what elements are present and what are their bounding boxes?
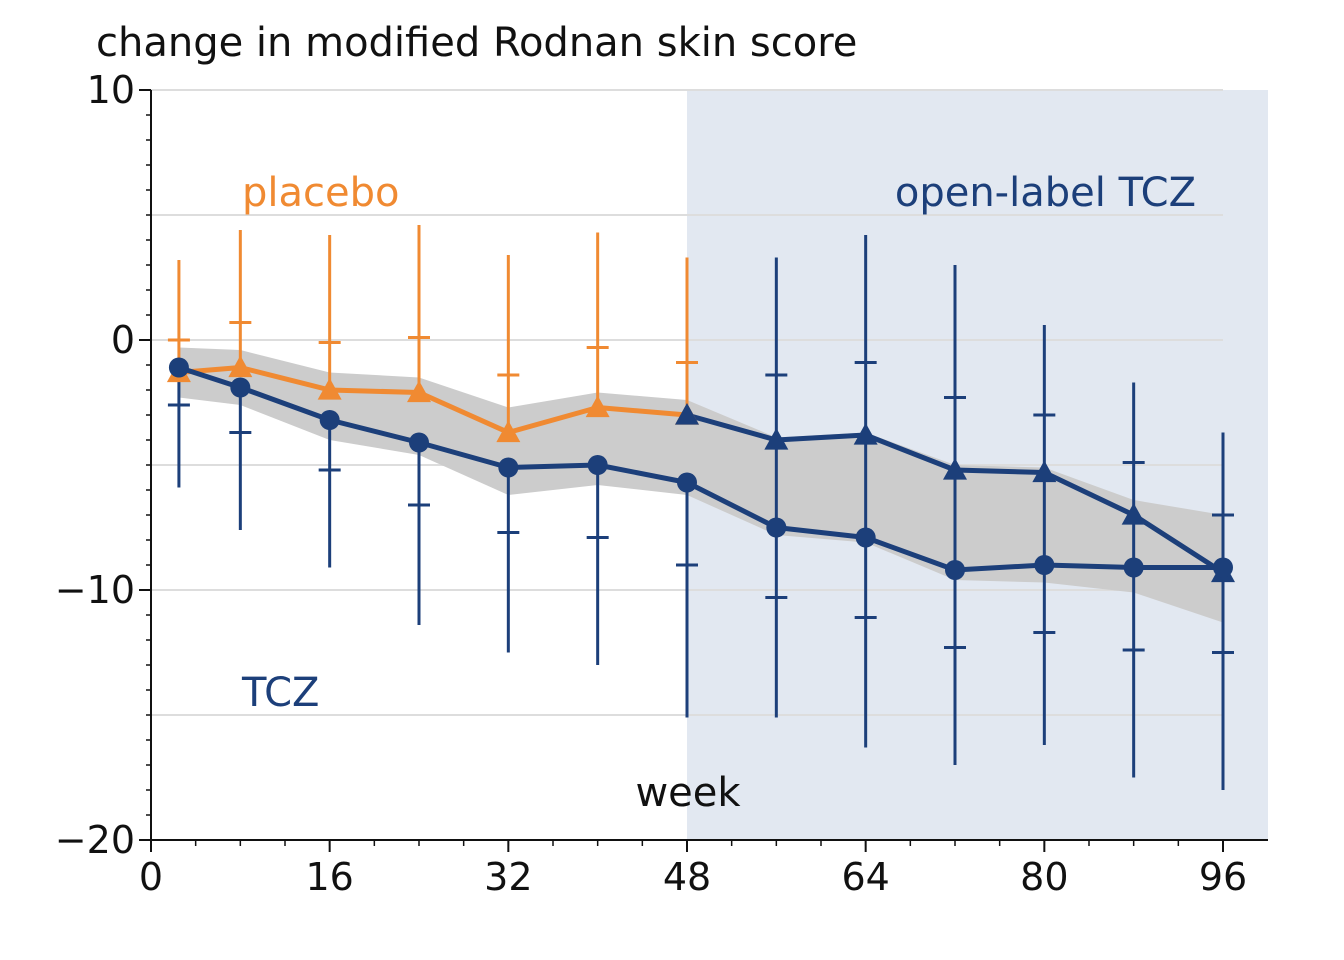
data-point-circle (1213, 557, 1233, 578)
x-tick-label: 80 (1020, 855, 1068, 899)
data-point-triangle (853, 423, 878, 445)
data-point-circle (1123, 557, 1144, 578)
data-point-triangle (675, 403, 699, 425)
series-markers (166, 355, 1235, 583)
data-point-circle (1034, 555, 1055, 575)
x-tick-label: 32 (484, 855, 532, 899)
data-point-circle (319, 410, 340, 430)
band-layer (178, 347, 1224, 623)
data-point-circle (230, 377, 251, 398)
y-tick-label: −10 (55, 568, 135, 612)
data-point-triangle (1032, 460, 1057, 483)
data-point-circle (677, 472, 697, 493)
placebo-label: placebo (242, 170, 399, 216)
data-point-circle (945, 560, 965, 580)
data-point-triangle (228, 355, 253, 378)
data-point-circle (409, 432, 429, 453)
y-tick-label: 10 (87, 68, 135, 112)
data-point-triangle (496, 420, 521, 443)
x-tick-label: 96 (1199, 855, 1247, 899)
y-tick-label: −20 (55, 818, 135, 862)
confidence-band (178, 347, 1224, 623)
tick-labels: 100−10−200 16 32 48 64 80 96 (55, 68, 1247, 899)
x-axis-title: week (635, 770, 741, 816)
data-point-triangle (943, 458, 967, 480)
data-point-triangle (317, 378, 342, 400)
x-tick-label: 16 (305, 855, 353, 899)
data-point-circle (587, 455, 608, 475)
tcz-label: TCZ (241, 670, 319, 716)
y-tick-label: 0 (111, 318, 135, 362)
data-point-triangle (764, 428, 789, 450)
x-tick-label: 0 (139, 855, 163, 899)
open-label-tcz-label: open-label TCZ (895, 170, 1196, 216)
data-point-circle (855, 527, 876, 548)
chart-title: change in modified Rodnan skin score (96, 20, 857, 66)
data-point-triangle (585, 395, 610, 418)
error-bars (167, 225, 1234, 790)
data-point-triangle (407, 380, 431, 403)
x-tick-label: 48 (663, 855, 711, 899)
data-point-circle (168, 357, 189, 378)
data-point-circle (766, 517, 787, 538)
data-point-triangle (1121, 503, 1146, 525)
x-tick-label: 64 (841, 855, 889, 899)
data-point-circle (498, 457, 519, 478)
axes (139, 89, 1268, 852)
